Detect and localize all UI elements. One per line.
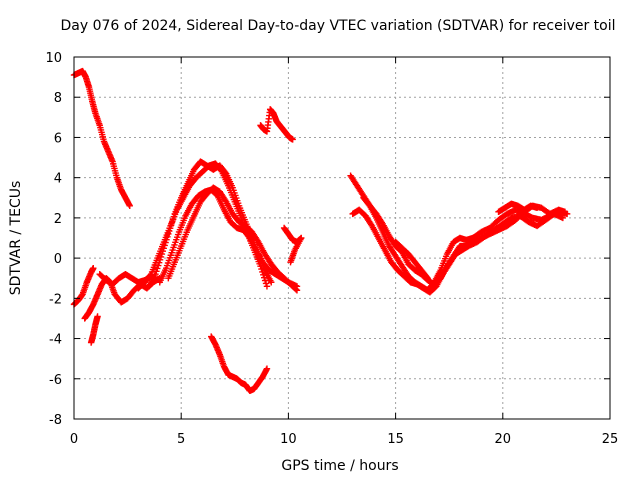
x-tick-label: 0 <box>70 432 78 447</box>
data-point <box>153 268 160 275</box>
y-tick-label: -4 <box>49 333 62 348</box>
data-point <box>167 222 175 229</box>
data-point <box>263 283 271 290</box>
data-point <box>159 248 167 255</box>
series-arc-02 <box>70 264 97 308</box>
data-point <box>90 264 97 272</box>
chart-title: Day 076 of 2024, Sidereal Day-to-day VTE… <box>60 18 615 34</box>
data-point <box>166 225 174 232</box>
data-point <box>169 216 177 223</box>
data-point <box>268 279 275 286</box>
x-axis-ticks: 0 5 10 15 20 25 <box>70 57 618 447</box>
data-point <box>293 287 301 294</box>
plot-frame <box>73 56 611 420</box>
data-point <box>263 365 271 372</box>
series-arc-09 <box>165 184 301 294</box>
data-point <box>162 239 169 246</box>
x-tick-label: 25 <box>602 432 619 447</box>
y-tick-label: 10 <box>45 51 62 66</box>
x-tick-label: 20 <box>495 432 512 447</box>
data-point <box>168 219 176 226</box>
gridlines <box>74 57 610 419</box>
data-point <box>152 271 159 278</box>
data-point <box>289 136 296 143</box>
data-point <box>166 227 173 235</box>
data-point <box>157 253 165 261</box>
y-tick-label: -2 <box>49 292 62 307</box>
data-point <box>287 258 294 266</box>
data-point <box>424 275 431 282</box>
y-tick-label: -6 <box>49 373 62 388</box>
data-point <box>155 262 162 269</box>
y-tick-label: 0 <box>54 252 62 267</box>
data-point <box>292 286 300 293</box>
x-axis-label: GPS time / hours <box>281 458 398 474</box>
y-axis-ticks: -8 -6 -4 -2 0 2 4 6 8 10 <box>45 51 610 428</box>
x-tick-label: 5 <box>177 432 185 447</box>
y-axis-label: SDTVAR / TECUs <box>8 181 24 296</box>
data-point <box>155 259 163 266</box>
data-point <box>533 204 541 212</box>
series-arc-04 <box>87 313 101 346</box>
series-arc-10 <box>208 333 271 395</box>
series-arc-01 <box>70 67 133 210</box>
data-point <box>561 208 569 216</box>
y-tick-label: 6 <box>54 131 62 146</box>
data-point <box>158 250 166 258</box>
data-point <box>163 236 170 243</box>
data-point <box>156 256 164 264</box>
series-arc-11 <box>257 106 296 143</box>
data-point <box>126 202 133 210</box>
data-point <box>170 213 178 220</box>
data-point <box>154 265 161 272</box>
series-arc-15 <box>360 194 569 288</box>
data-point <box>161 242 168 249</box>
series-arc-16 <box>392 238 431 282</box>
series-arc-12 <box>280 224 305 266</box>
data-point <box>165 230 172 238</box>
y-tick-label: 2 <box>54 212 62 227</box>
series-arc-13 <box>347 172 571 294</box>
y-tick-label: 4 <box>54 172 62 187</box>
x-tick-label: 10 <box>280 432 297 447</box>
data-point <box>160 245 167 252</box>
data-point <box>164 233 171 241</box>
y-tick-label: 8 <box>54 91 62 106</box>
data-points <box>70 67 571 395</box>
data-point <box>262 280 270 287</box>
series-arc-17 <box>495 200 541 216</box>
y-tick-label: -8 <box>49 413 62 428</box>
data-point <box>559 214 567 222</box>
data-point <box>423 273 431 281</box>
data-point <box>94 313 101 320</box>
x-tick-label: 15 <box>387 432 404 447</box>
